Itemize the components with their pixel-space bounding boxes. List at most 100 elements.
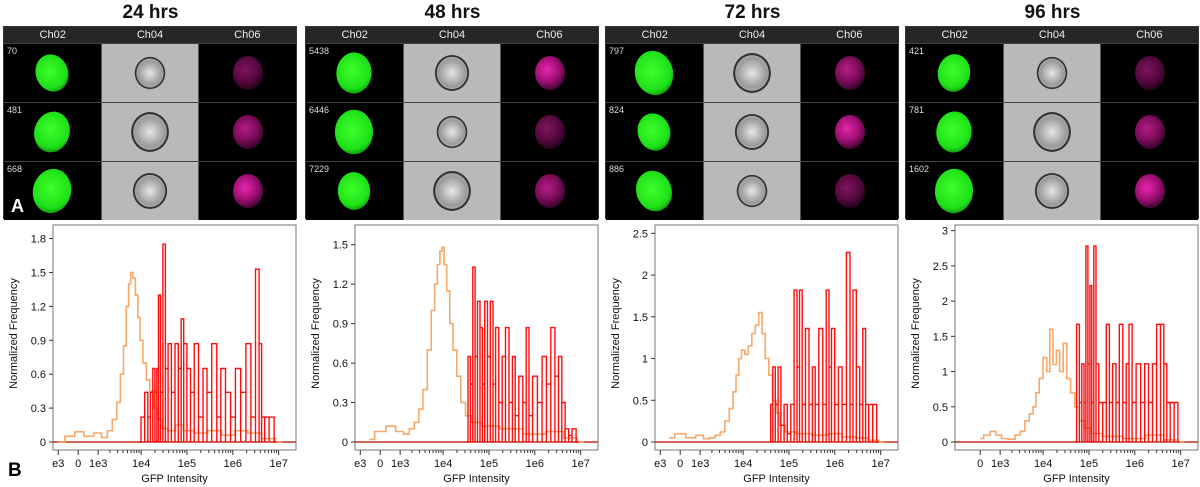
y-tick-label: 0.3 <box>31 403 46 415</box>
magenta-cell <box>232 56 263 90</box>
ch02-image: 7229 <box>306 162 403 220</box>
cell-image-row: 421 <box>906 43 1199 102</box>
y-tick-label: 1.8 <box>31 234 46 246</box>
x-tick-label: 1e3 <box>691 458 709 470</box>
ch04-image <box>100 103 200 161</box>
ch06-image <box>1101 44 1199 102</box>
cell-image-row: 481 <box>4 102 297 161</box>
cell-image-row: 1602 <box>906 161 1199 220</box>
channel-header: Ch02 Ch04 Ch06 <box>306 27 598 43</box>
x-axis-label: GFP Intensity <box>1043 473 1110 485</box>
histogram-series-orange <box>369 246 585 443</box>
y-axis-label: Normalized Frequency <box>610 278 622 389</box>
y-tick-label: 1.5 <box>633 312 648 324</box>
ch02-image: 481 <box>4 103 101 161</box>
plot-frame <box>654 224 899 451</box>
x-tick-label: 1e3 <box>89 458 107 470</box>
cell-id: 797 <box>609 46 625 56</box>
ch06-image <box>501 44 599 102</box>
ch02-image: 797 <box>606 44 703 102</box>
x-tick-label: 1e3 <box>991 458 1009 470</box>
cell-id: 668 <box>7 164 23 174</box>
cell-image-row: 886 <box>606 161 899 220</box>
ch06-image <box>801 44 899 102</box>
x-tick-label: 1e6 <box>526 458 544 470</box>
ch02-image: 886 <box>606 162 703 220</box>
x-tick-label: 1e4 <box>132 458 150 470</box>
image-gallery: Ch02 Ch04 Ch06 797 824 886 <box>605 26 899 220</box>
x-tick-label: 1e4 <box>1034 458 1052 470</box>
ch02-image: 6446 <box>306 103 403 161</box>
gfp-cell <box>337 171 372 211</box>
gfp-cell <box>335 51 374 95</box>
channel-header: Ch02 Ch04 Ch06 <box>906 27 1198 43</box>
ch04-image <box>402 103 502 161</box>
panel-title: 24 hrs <box>122 2 179 23</box>
brightfield-cell <box>733 53 771 93</box>
x-tick-label: 1e6 <box>224 458 242 470</box>
y-tick-label: 1.2 <box>333 279 348 291</box>
y-tick-label: 0.6 <box>31 369 46 381</box>
panel-label-b: B <box>8 460 22 481</box>
cell-image-row: 7229 <box>306 161 599 220</box>
x-tick-label: 1e5 <box>178 458 196 470</box>
panel-label-a: A <box>11 196 24 216</box>
y-axis-label: Normalized Frequency <box>910 278 922 389</box>
ch04-image <box>702 44 802 102</box>
panel-96-hrs: 96 hrs Ch02 Ch04 Ch06 421 781 1602 0 0.5 1 1.5 2 2.5… <box>905 0 1200 487</box>
panel-title: 72 hrs <box>724 2 781 23</box>
histogram-series-red <box>139 243 277 443</box>
histogram-series-red <box>1075 245 1180 443</box>
x-tick-label: 0 <box>977 458 983 470</box>
channel-header: Ch02 Ch04 Ch06 <box>606 27 898 43</box>
cell-image-row: 668 <box>4 161 297 220</box>
magenta-cell <box>834 174 865 208</box>
image-gallery: Ch02 Ch04 Ch06 70 481 668 <box>3 26 297 220</box>
ch06-image <box>199 44 297 102</box>
channel-label: Ch06 <box>1136 29 1163 41</box>
brightfield-cell <box>436 115 468 149</box>
magenta-cell <box>1134 174 1165 208</box>
cell-id: 886 <box>609 164 625 174</box>
channel-label: Ch02 <box>341 29 368 41</box>
x-tick-label: 1e6 <box>1126 458 1144 470</box>
gfp-cell <box>630 165 678 217</box>
channel-header: Ch02 Ch04 Ch06 <box>4 27 296 43</box>
ch02-image: 1602 <box>906 162 1003 220</box>
magenta-cell <box>232 174 263 208</box>
x-tick-label: 1e7 <box>871 458 889 470</box>
ch02-image: 668 <box>4 162 101 220</box>
brightfield-cell <box>1034 172 1070 210</box>
panel-72-hrs: 72 hrs Ch02 Ch04 Ch06 797 824 886 0 0.5 1 1.5 2 2.5 e… <box>605 0 900 487</box>
ch04-image <box>1002 162 1102 220</box>
cell-id: 781 <box>909 105 925 115</box>
channel-label: Ch04 <box>438 29 466 41</box>
gfp-cell <box>934 167 975 215</box>
y-tick-label: 3 <box>942 226 948 238</box>
brightfield-cell <box>734 113 770 151</box>
magenta-cell <box>534 115 565 149</box>
histogram-chart: 0 0.3 0.6 0.9 1.2 1.5 e3 0 1e3 1e4 1e5 1e6 1e7 GFP In… <box>310 224 599 485</box>
x-axis-label: GFP Intensity <box>743 473 810 485</box>
x-tick-label: 1e5 <box>1080 458 1098 470</box>
brightfield-cell <box>1036 56 1068 90</box>
x-tick-label: 1e7 <box>1171 458 1189 470</box>
y-axis-label: Normalized Frequency <box>8 278 20 389</box>
cell-id: 824 <box>609 105 625 115</box>
channel-label: Ch06 <box>836 29 863 41</box>
channel-label: Ch04 <box>738 29 766 41</box>
ch04-image <box>1002 103 1102 161</box>
ch06-image <box>199 162 297 220</box>
brightfield-cell <box>131 112 169 152</box>
x-tick-label: 0 <box>677 458 683 470</box>
histogram-chart: 0 0.3 0.6 0.9 1.2 1.5 1.8 e3 0 1e3 1e4 1e5 1e6 1e7 GFP… <box>8 224 297 485</box>
y-tick-label: 0.9 <box>333 319 348 331</box>
y-tick-label: 0 <box>40 437 46 449</box>
channel-label: Ch06 <box>536 29 563 41</box>
brightfield-cell <box>433 171 471 211</box>
cell-id: 6446 <box>309 105 330 115</box>
y-tick-label: 0 <box>942 437 948 449</box>
gfp-cell <box>934 109 975 155</box>
magenta-cell <box>834 56 865 90</box>
ch06-image <box>501 162 599 220</box>
